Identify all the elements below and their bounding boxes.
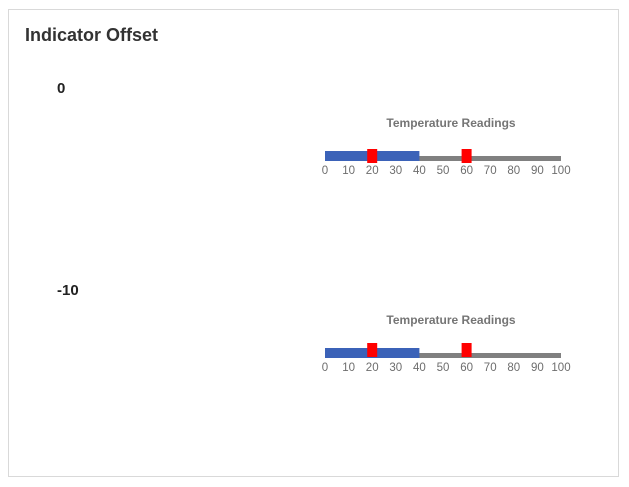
tick-label: 60 xyxy=(460,165,473,177)
tick-label: 10 xyxy=(342,165,355,177)
gauge-title: Temperature Readings xyxy=(386,116,515,130)
tick-label: 80 xyxy=(507,165,520,177)
tick-label: 20 xyxy=(366,165,379,177)
tick-label: 80 xyxy=(507,362,520,374)
tick-label: 70 xyxy=(484,362,497,374)
tick-label: 20 xyxy=(366,362,379,374)
gauge-pointer-0[interactable] xyxy=(367,343,378,357)
tick-label: 70 xyxy=(484,165,497,177)
tick-label: 50 xyxy=(437,165,450,177)
gauge-svg-1: Temperature Readings 0 10 20 30 40 50 60 70 80 90 1… xyxy=(322,313,571,374)
gauge-track xyxy=(325,156,561,161)
tick-label: 90 xyxy=(531,362,544,374)
temperature-gauge-1: Temperature Readings 0 10 20 30 40 50 60 70 80 90 1… xyxy=(309,307,579,377)
temperature-gauge-0: Temperature Readings 0 10 20 30 40 50 60 70 80 90 1… xyxy=(309,110,579,180)
tick-label: 40 xyxy=(413,165,426,177)
offset-label-0: 0 xyxy=(57,80,66,97)
tick-label: 0 xyxy=(322,362,328,374)
panel-title: Indicator Offset xyxy=(25,25,159,45)
gauge-pointer-0[interactable] xyxy=(367,149,378,163)
tick-label: 0 xyxy=(322,165,328,177)
tick-label: 50 xyxy=(437,362,450,374)
offset-label-1: -10 xyxy=(57,282,79,299)
tick-label: 30 xyxy=(389,362,402,374)
tick-label: 100 xyxy=(551,165,570,177)
gauge-pointer-1[interactable] xyxy=(461,149,472,163)
gauge-title: Temperature Readings xyxy=(386,313,515,327)
tick-label: 30 xyxy=(389,165,402,177)
gauge-pointer-1[interactable] xyxy=(461,343,472,357)
gauge-svg-0: Temperature Readings 0 10 20 30 40 50 60 70 80 90 1… xyxy=(322,116,571,177)
indicator-offset-panel: Indicator Offset 0 Temperature Readings 0… xyxy=(8,9,619,477)
gauge-track xyxy=(325,353,561,358)
tick-label: 60 xyxy=(460,362,473,374)
tick-label: 10 xyxy=(342,362,355,374)
tick-label: 100 xyxy=(551,362,570,374)
tick-label: 40 xyxy=(413,362,426,374)
tick-label: 90 xyxy=(531,165,544,177)
